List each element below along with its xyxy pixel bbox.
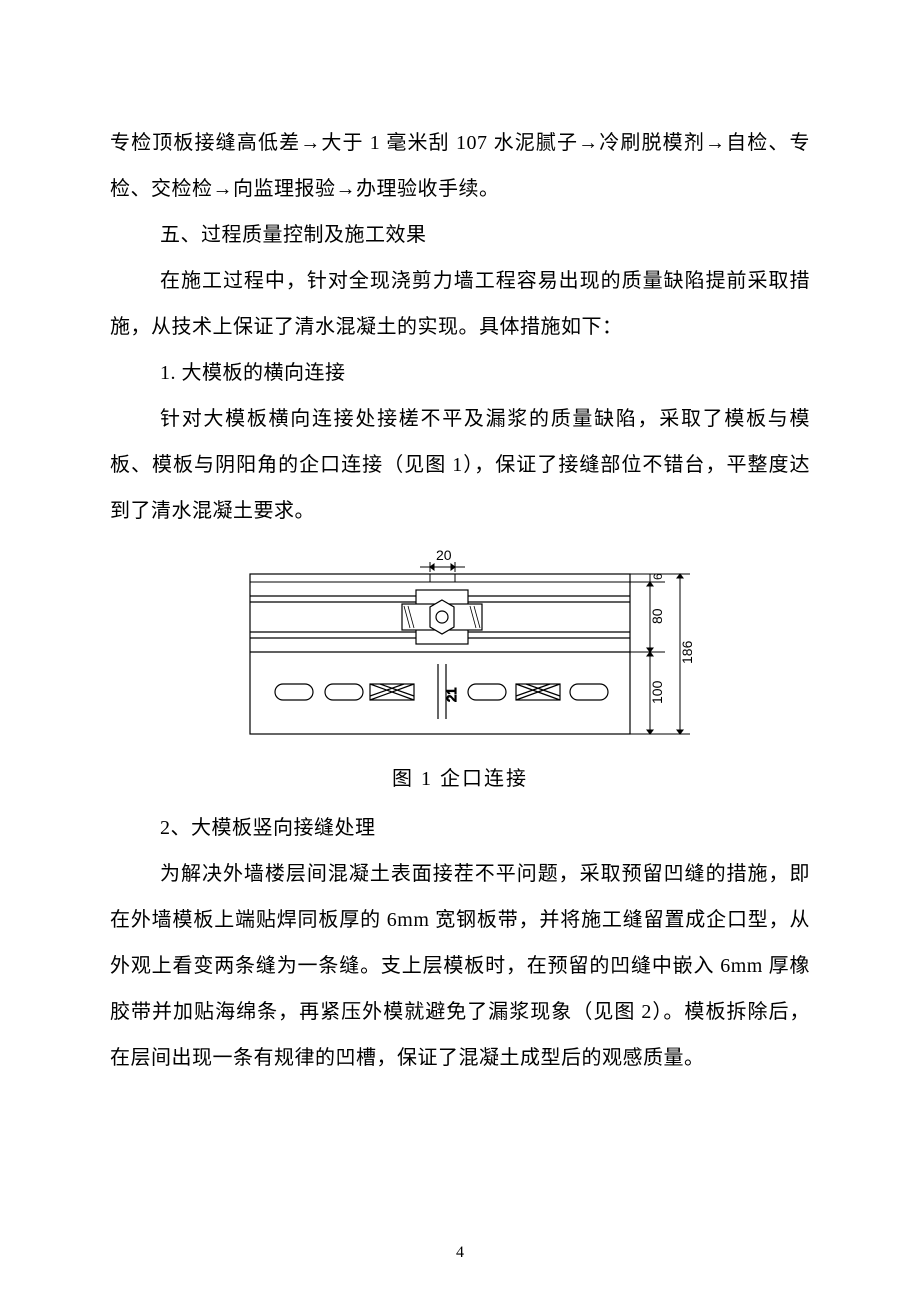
hatch-left [370,684,414,700]
heading-5-1: 1. 大模板的横向连接 [110,350,810,396]
dim-top-gap: 20 [436,547,452,563]
paragraph-2: 在施工过程中，针对全现浇剪力墙工程容易出现的质量缺陷提前采取措施，从技术上保证了… [110,258,810,350]
dim-100: 100 [649,680,665,704]
paragraph-1: 专检顶板接缝高低差→大于 1 毫米刮 107 水泥腻子→冷刷脱模剂→自检、专检、… [110,120,810,212]
paragraph-3: 针对大模板横向连接处接槎不平及漏浆的质量缺陷，采取了模板与模板、模板与阴阳角的企… [110,396,810,534]
page-number: 4 [0,1244,920,1262]
figure-1-caption: 图 1 企口连接 [110,762,810,791]
heading-5: 五、过程质量控制及施工效果 [110,212,810,258]
heading-5-2: 2、大模板竖向接缝处理 [110,805,810,851]
dim-6: 6 [651,573,665,580]
hatch-right [516,684,560,700]
dim-186: 186 [679,640,695,664]
dim-80: 80 [649,608,665,624]
figure-1-diagram: 20 [220,544,700,754]
paragraph-4: 为解决外墙楼层间混凝土表面接茬不平问题，采取预留凹缝的措施，即在外墙模板上端贴焊… [110,851,810,1081]
dim-inner-label: 21 [444,688,459,702]
